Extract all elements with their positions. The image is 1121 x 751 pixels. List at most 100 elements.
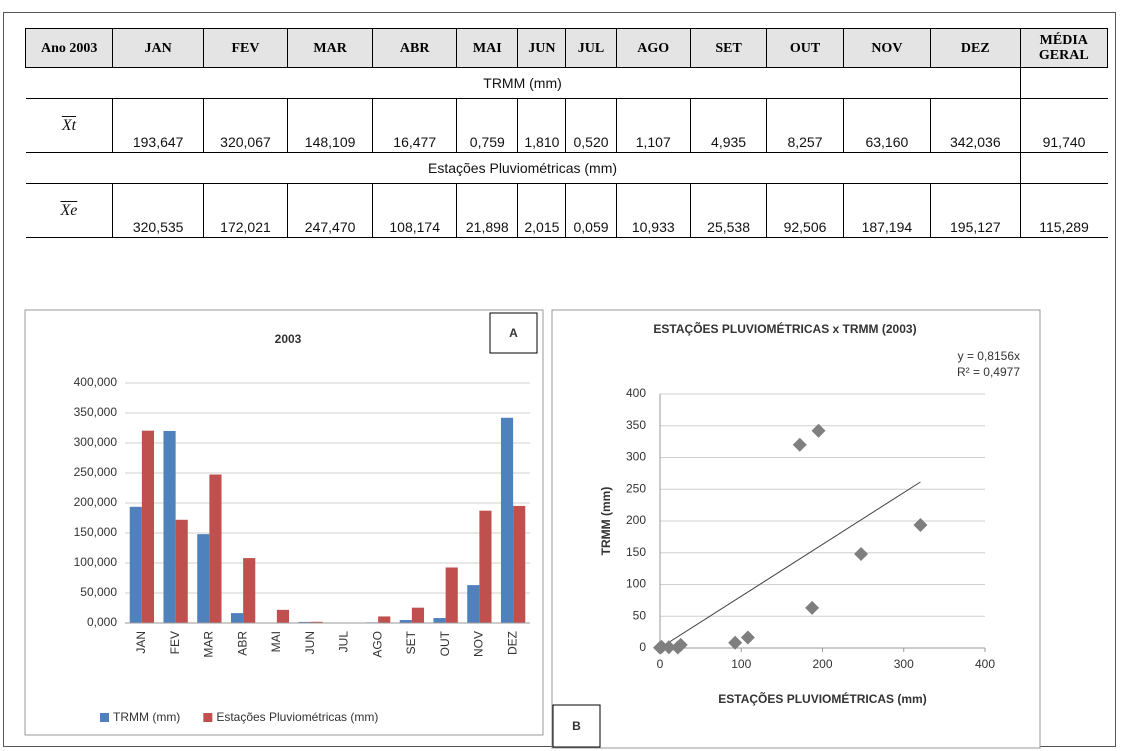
x-tick-label: AGO [370, 631, 384, 658]
bar [399, 620, 412, 623]
value-cell: 342,036 [930, 98, 1021, 153]
x-tick-label: FEV [168, 631, 182, 654]
header-cell: ABR [372, 28, 458, 68]
value-cell: 115,289 [1019, 183, 1108, 238]
value-cell: 4,935 [689, 98, 767, 153]
value-cell: 172,021 [202, 183, 288, 238]
y-tick-label: 0,000 [87, 615, 117, 629]
y-tick-label: 400,000 [74, 375, 118, 389]
section-title: Estações Pluviométricas (mm) [25, 152, 1021, 184]
header-cell: DEZ [930, 28, 1021, 68]
y-tick-label: 400 [626, 386, 646, 400]
header-row: Ano 2003 JAN FEV MAR ABR MAI JUN JUL AGO SET OUT NO… [24, 28, 1109, 68]
header-cell: JUL [565, 28, 617, 68]
legend-swatch [100, 713, 109, 722]
bar [230, 613, 244, 623]
value-cell: 0,759 [456, 98, 518, 153]
section-blank [1019, 67, 1108, 99]
bar [129, 506, 142, 623]
value-cell: 193,647 [112, 98, 204, 153]
x-tick-label: MAR [202, 631, 216, 658]
y-tick-label: 200,000 [74, 495, 118, 509]
chart-title: ESTAÇÕES PLUVIOMÉTRICAS x TRMM (2003) [653, 321, 916, 336]
y-tick-label: 100 [626, 577, 646, 591]
value-cell: 16,477 [372, 98, 457, 153]
legend-label: TRMM (mm) [113, 710, 180, 724]
legend-swatch [203, 713, 213, 722]
table-body: TRMM (mm) Xt 193,647 320,067 148,109 16,477 0,… [25, 67, 1108, 238]
value-cell: 320,067 [202, 98, 288, 153]
x-tick-label: JUN [303, 631, 317, 654]
x-tick-label: OUT [438, 630, 452, 656]
bar [197, 534, 210, 623]
y-tick-label: 300,000 [74, 435, 118, 449]
x-axis-title: ESTAÇÕES PLUVIOMÉTRICAS (mm) [718, 691, 926, 706]
row-label: Xt [25, 98, 113, 153]
value-row: Xe 320,535 172,021 247,470 108,174 21,898 2,01… [25, 183, 1108, 238]
y-tick-label: 150,000 [74, 525, 118, 539]
chart-frame [24, 309, 544, 736]
bar [175, 519, 188, 623]
section-row: Estações Pluviométricas (mm) [25, 152, 1108, 184]
bar [445, 567, 458, 623]
bar [298, 621, 311, 623]
y-tick-label: 250 [626, 481, 646, 495]
y-tick-label: 200 [626, 513, 646, 527]
x-tick-label: 300 [894, 657, 914, 671]
value-cell: 320,535 [112, 183, 204, 238]
value-cell: 148,109 [287, 98, 373, 153]
bar [163, 430, 176, 623]
point [728, 635, 743, 650]
legend-label: Estações Pluviométricas (mm) [216, 710, 378, 724]
x-tick-label: JAN [134, 631, 148, 654]
point [661, 640, 676, 655]
header-cell: Ano 2003 [24, 28, 114, 68]
value-cell: 187,194 [842, 183, 931, 238]
bar [243, 558, 256, 623]
header-cell: NOV [842, 28, 932, 68]
value-cell: 63,160 [842, 98, 931, 153]
panel-label: A [509, 326, 518, 340]
bar [209, 474, 222, 623]
x-tick-label: 400 [975, 657, 995, 671]
value-row: Xt 193,647 320,067 148,109 16,477 0,759 1,810 0… [25, 98, 1108, 153]
x-tick-label: SET [404, 630, 418, 654]
y-tick-label: 150 [626, 545, 646, 559]
panel-label-box [489, 312, 538, 354]
value-cell: 2,015 [517, 183, 566, 238]
y-tick-label: 100,000 [74, 555, 118, 569]
y-tick-label: 350,000 [74, 405, 118, 419]
point [913, 518, 928, 533]
bar [500, 417, 514, 623]
bar [467, 585, 480, 623]
bar [433, 618, 446, 623]
trendline-equation: y = 0,8156x [958, 349, 1020, 363]
chart-title: 2003 [275, 332, 302, 346]
point [653, 640, 668, 655]
value-cell: 195,127 [930, 183, 1021, 238]
point [854, 546, 869, 561]
point [673, 637, 688, 652]
value-cell: 21,898 [456, 183, 518, 238]
header-cell: MÉDIA GERAL [1019, 28, 1109, 68]
row-label: Xe [25, 183, 113, 238]
panel-label-box [552, 704, 601, 748]
value-cell: 0,520 [565, 98, 617, 153]
value-cell: 1,107 [615, 98, 691, 153]
point [792, 437, 807, 452]
value-cell: 10,933 [615, 183, 691, 238]
point [740, 630, 755, 645]
x-tick-label: NOV [472, 631, 486, 657]
bar [378, 616, 391, 623]
value-cell: 8,257 [766, 98, 844, 153]
value-cell: 0,059 [565, 183, 617, 238]
y-tick-label: 0 [639, 640, 646, 654]
bar [310, 621, 323, 623]
x-tick-label: JUL [337, 631, 351, 653]
x-tick-label: 0 [657, 657, 664, 671]
bar [513, 505, 526, 623]
x-tick-label: MAI [269, 631, 283, 652]
y-tick-label: 250,000 [74, 465, 118, 479]
